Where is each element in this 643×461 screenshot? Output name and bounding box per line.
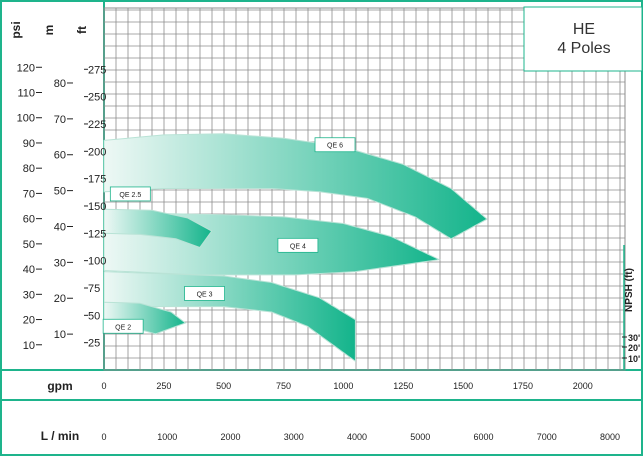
y-axis-title-psi: psi bbox=[9, 21, 23, 38]
gpm-tick-label: 1750 bbox=[513, 381, 533, 391]
y-axis-title-m: m bbox=[42, 25, 56, 36]
series-label: QE 2 bbox=[115, 324, 131, 331]
ft-tick-label: 50 bbox=[88, 310, 100, 322]
lmin-tick-label: 5000 bbox=[410, 432, 430, 442]
series-label: QE 2.5 bbox=[119, 192, 141, 199]
ft-tick-label: 225 bbox=[88, 119, 106, 131]
chart-title-line2: 4 Poles bbox=[557, 40, 610, 57]
curve-areas bbox=[103, 133, 488, 363]
gpm-tick-label: 500 bbox=[216, 381, 231, 391]
lmin-tick-label: 3000 bbox=[284, 432, 304, 442]
lmin-tick-label: 4000 bbox=[347, 432, 367, 442]
gpm-tick-label: 1250 bbox=[393, 381, 413, 391]
series-label-box bbox=[184, 286, 225, 301]
psi-tick-label: 120 bbox=[17, 62, 35, 74]
psi-tick-label: 30 bbox=[23, 289, 35, 301]
series-area-qe-3 bbox=[103, 271, 356, 363]
gpm-tick-label: 1000 bbox=[333, 381, 353, 391]
title-box: HE 4 Poles bbox=[523, 6, 643, 72]
ft-tick-label: 25 bbox=[88, 338, 100, 350]
psi-tick-label: 110 bbox=[17, 88, 35, 100]
psi-tick-label: 10 bbox=[23, 340, 35, 352]
series-label-box bbox=[314, 137, 356, 153]
series-label-box bbox=[102, 318, 144, 334]
x-axis-title-lmin: L / min bbox=[41, 429, 79, 443]
psi-tick-label: 70 bbox=[23, 188, 35, 200]
m-tick-label: 50 bbox=[54, 186, 66, 198]
ft-tick-label: 250 bbox=[88, 92, 106, 104]
chart-title-line1: HE bbox=[573, 21, 595, 38]
psi-tick-label: 50 bbox=[23, 239, 35, 251]
ft-tick-label: 75 bbox=[88, 283, 100, 295]
y-axis-title-ft: ft bbox=[75, 26, 89, 34]
ft-tick-label: 200 bbox=[88, 146, 106, 158]
m-tick-label: 20 bbox=[54, 293, 66, 305]
series-label: QE 4 bbox=[290, 243, 306, 250]
npsh-tick-label: 20' bbox=[628, 343, 640, 353]
m-tick-label: 70 bbox=[54, 114, 66, 126]
psi-tick-label: 80 bbox=[23, 163, 35, 175]
ft-tick-label: 150 bbox=[88, 201, 106, 213]
ft-tick-label: 100 bbox=[88, 256, 106, 268]
gpm-tick-label: 0 bbox=[101, 381, 106, 391]
lmin-tick-label: 7000 bbox=[537, 432, 557, 442]
m-tick-label: 30 bbox=[54, 257, 66, 269]
lmin-tick-label: 6000 bbox=[473, 432, 493, 442]
m-tick-label: 10 bbox=[54, 329, 66, 341]
gpm-tick-label: 2000 bbox=[573, 381, 593, 391]
gpm-tick-label: 1500 bbox=[453, 381, 473, 391]
lmin-tick-label: 2000 bbox=[220, 432, 240, 442]
ft-tick-label: 125 bbox=[88, 228, 106, 240]
lmin-tick-label: 1000 bbox=[157, 432, 177, 442]
series-labels: QE 6 QE 4 QE 3 QE 2.5 QE 2 bbox=[102, 137, 356, 334]
m-tick-label: 60 bbox=[54, 150, 66, 162]
axes: psi m ft 10 20 30 40 50 60 70 80 90 100 110 120 10 20 30 4… bbox=[9, 21, 640, 443]
series-label-box bbox=[277, 237, 319, 253]
psi-tick-label: 100 bbox=[17, 113, 35, 125]
lmin-tick-label: 8000 bbox=[600, 432, 620, 442]
series-label: QE 3 bbox=[197, 291, 213, 298]
npsh-tick-label: 30' bbox=[628, 333, 640, 343]
psi-tick-label: 20 bbox=[23, 315, 35, 327]
series-label: QE 6 bbox=[327, 143, 343, 150]
psi-tick-label: 90 bbox=[23, 138, 35, 150]
lmin-tick-label: 0 bbox=[101, 432, 106, 442]
x-axis-title-gpm: gpm bbox=[47, 379, 72, 393]
npsh-title: NPSH (ft) bbox=[624, 268, 635, 312]
gpm-tick-label: 750 bbox=[276, 381, 291, 391]
m-tick-label: 80 bbox=[54, 78, 66, 90]
gpm-tick-label: 250 bbox=[156, 381, 171, 391]
ft-tick-label: 175 bbox=[88, 174, 106, 186]
psi-tick-label: 60 bbox=[23, 214, 35, 226]
series-label-box bbox=[109, 186, 151, 202]
m-tick-label: 40 bbox=[54, 221, 66, 233]
series-area-qe-2-5 bbox=[103, 208, 213, 249]
psi-tick-label: 40 bbox=[23, 264, 35, 276]
npsh-tick-label: 10' bbox=[628, 354, 640, 364]
series-area-qe-6 bbox=[103, 133, 488, 240]
ft-tick-label: 275 bbox=[88, 64, 106, 76]
